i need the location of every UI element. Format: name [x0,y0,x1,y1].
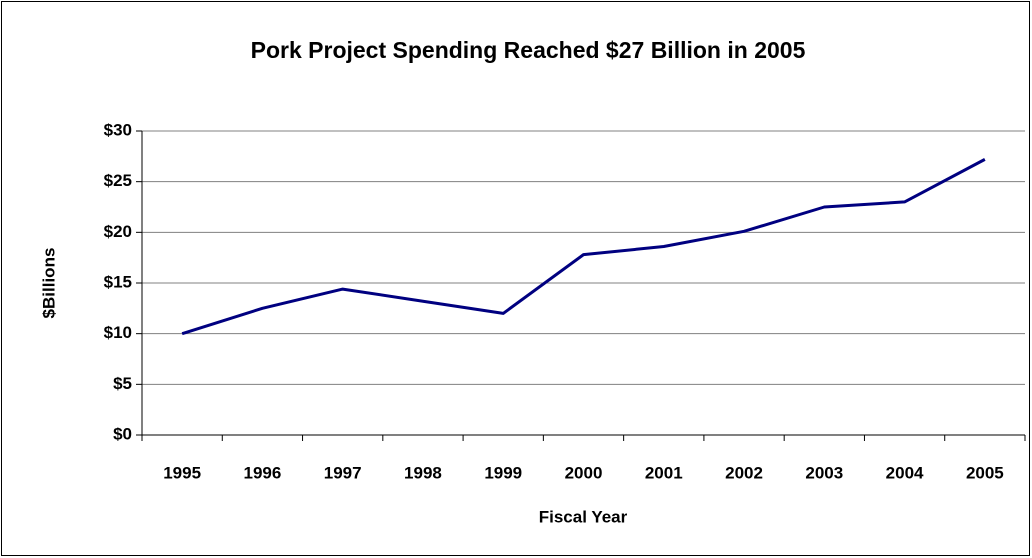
x-tick-label: 2003 [805,463,843,482]
y-tick-label: $20 [104,222,132,241]
x-tick-label: 2005 [966,463,1004,482]
y-tick-label: $30 [104,120,132,139]
y-tick-label: $15 [104,272,132,291]
x-tick-label: 1997 [324,463,362,482]
x-tick-label: 1996 [243,463,281,482]
y-tick-label: $0 [113,424,132,443]
x-tick-label: 1998 [404,463,442,482]
x-tick-label: 2000 [565,463,603,482]
x-tick-label: 2004 [886,463,924,482]
x-tick-label: 2001 [645,463,683,482]
chart-title: Pork Project Spending Reached $27 Billio… [251,37,806,63]
y-axis-title: $Billions [39,248,58,319]
x-tick-label: 2002 [725,463,763,482]
x-tick-label: 1995 [163,463,201,482]
y-tick-label: $5 [113,374,132,393]
y-tick-label: $10 [104,323,132,342]
y-tick-label: $25 [104,171,132,190]
x-axis-title: Fiscal Year [539,507,628,526]
x-tick-label: 1999 [484,463,522,482]
data-line [181,158,986,336]
